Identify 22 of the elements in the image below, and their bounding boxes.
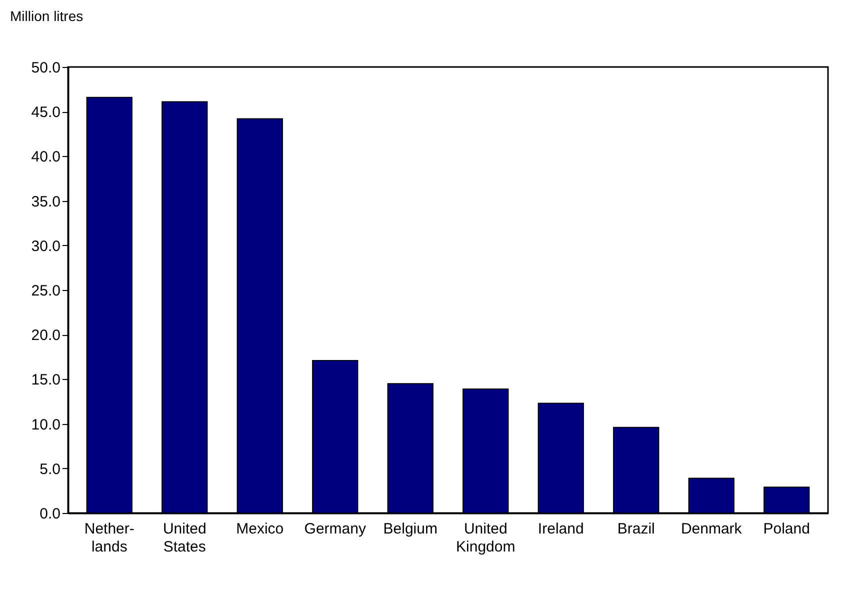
y-tick-label: 20.0 <box>31 327 60 344</box>
y-tick-label: 5.0 <box>40 460 60 478</box>
y-tick-label: 40.0 <box>31 148 60 166</box>
x-tick-label: Mexico <box>236 520 284 538</box>
x-tick-label: Ireland <box>538 520 584 538</box>
y-axis-title: Million litres <box>10 8 84 24</box>
y-tick-label: 15.0 <box>31 372 60 389</box>
x-tick-label: Nether- lands <box>84 520 134 556</box>
y-tick-label: 10.0 <box>31 416 60 434</box>
x-tick-label: Denmark <box>680 520 742 538</box>
x-tick-label: Poland <box>763 520 810 538</box>
x-tick-label: Belgium <box>383 520 438 538</box>
x-tick-label: United Kingdom <box>456 520 516 556</box>
y-tick-label: 45.0 <box>31 104 60 122</box>
x-tick-label: Brazil <box>617 520 655 538</box>
y-tick-label: 35.0 <box>31 193 60 210</box>
y-tick-label: 0.0 <box>40 506 60 522</box>
x-tick-label: United States <box>162 520 206 556</box>
x-tick-label: Germany <box>304 520 366 538</box>
y-tick-label: 25.0 <box>31 282 60 300</box>
y-tick-label: 30.0 <box>31 238 60 255</box>
y-tick-label: 50.0 <box>31 60 60 76</box>
